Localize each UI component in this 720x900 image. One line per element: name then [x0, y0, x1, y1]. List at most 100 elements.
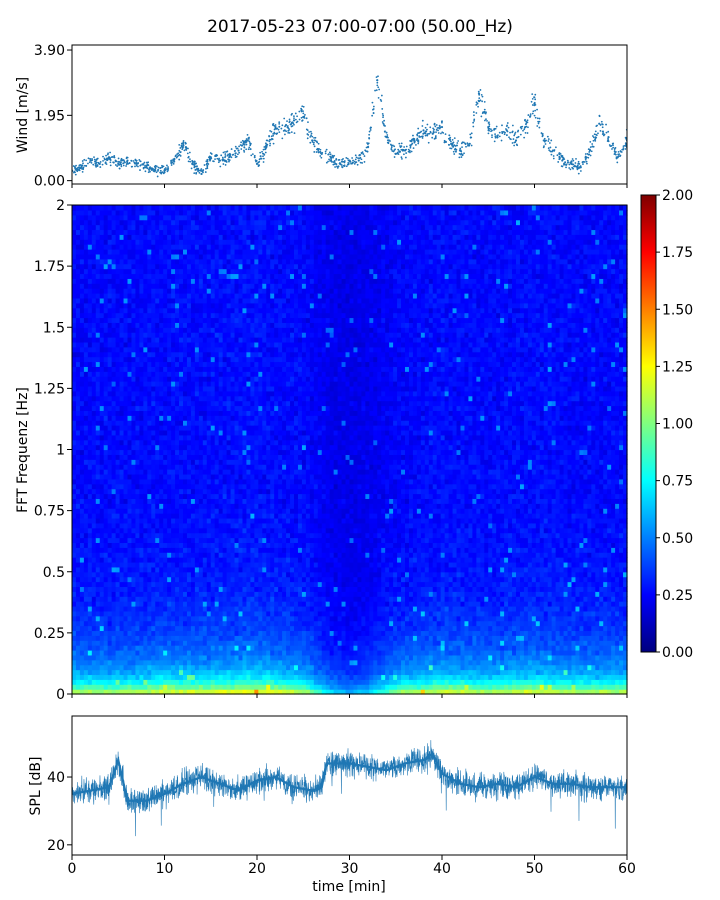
- spectrogram-cell: [95, 635, 101, 641]
- spectrogram-cell: [190, 249, 196, 255]
- spectrogram-cell: [171, 390, 176, 397]
- spectrogram-cell: [99, 327, 105, 333]
- spectrogram-cell: [190, 615, 196, 622]
- wind-sample-point: [231, 154, 234, 156]
- spectrogram-cell: [79, 576, 85, 583]
- spectrogram-cell: [115, 513, 121, 519]
- spectrogram-cell: [135, 645, 140, 651]
- spectrogram-cell: [139, 434, 144, 441]
- wind-sample-point: [363, 155, 366, 157]
- spectrogram-cell: [107, 366, 113, 372]
- spectrogram-cell: [103, 478, 109, 485]
- spectrogram-cell: [159, 229, 164, 235]
- spectrogram-cell: [87, 429, 93, 436]
- spectrogram-cell: [198, 571, 204, 578]
- spectrogram-cell: [147, 635, 152, 641]
- spectrogram-cell: [202, 268, 208, 275]
- spectrogram-cell: [72, 278, 77, 284]
- spectrogram-cell: [175, 307, 180, 314]
- spectrogram-cell: [194, 400, 200, 407]
- wind-sample-point: [240, 148, 243, 150]
- wind-sample-point: [134, 165, 136, 168]
- wind-sample-point: [584, 153, 587, 155]
- spectrogram-cell: [115, 586, 121, 592]
- spectrogram-cell: [103, 434, 109, 441]
- spectrogram-cell: [171, 297, 176, 304]
- wind-sample-point: [130, 160, 133, 162]
- spectrogram-cell: [198, 224, 204, 231]
- spectrogram-cell: [127, 586, 133, 592]
- spectrogram-cell: [206, 566, 212, 573]
- spectrogram-cell: [87, 307, 93, 314]
- spectrogram-cell: [155, 522, 160, 529]
- wind-sample-point: [481, 95, 484, 98]
- spectrogram-cell: [79, 664, 85, 671]
- spectrogram-cell: [155, 493, 160, 499]
- spectrogram-cell: [111, 601, 117, 607]
- spectrogram-cell: [183, 547, 188, 553]
- spectrogram-cell: [171, 258, 176, 265]
- spectrogram-cell: [186, 532, 192, 539]
- spectrogram-cell: [115, 571, 121, 578]
- spectrogram-cell: [198, 400, 204, 407]
- spectrogram-cell: [206, 351, 212, 358]
- spectrogram-cell: [91, 449, 97, 455]
- spectrogram-cell: [143, 356, 148, 363]
- spectrogram-cell: [210, 615, 216, 622]
- spectrogram-cell: [167, 234, 172, 240]
- spectrogram-cell: [127, 532, 133, 539]
- spectrogram-cell: [111, 209, 117, 216]
- spectrogram-cell: [190, 390, 196, 397]
- wind-sample-point: [278, 121, 281, 124]
- spectrogram-cell: [83, 498, 89, 504]
- wind-sample-point: [73, 170, 76, 173]
- spectrogram-cell: [206, 439, 212, 446]
- spectrogram-cell: [72, 420, 77, 426]
- spectrogram-cell: [115, 337, 121, 343]
- spectrogram-cell: [198, 630, 204, 636]
- spectrogram-cell: [163, 537, 168, 544]
- wind-sample-point: [206, 158, 209, 161]
- wind-point: [357, 159, 360, 162]
- spectrogram-cell: [99, 645, 105, 651]
- wind-sample-point: [601, 126, 604, 129]
- wind-y-tick-label: 0.00: [34, 174, 65, 190]
- spectrogram-cell: [91, 571, 97, 578]
- spectrogram-cell: [202, 571, 208, 578]
- spectrogram-cell: [99, 684, 105, 690]
- wind-sample-point: [512, 138, 515, 140]
- wind-sample-point: [451, 142, 454, 145]
- spectrogram-cell: [83, 542, 89, 548]
- wind-sample-point: [282, 129, 285, 132]
- spectrogram-cell: [119, 283, 125, 289]
- spectrogram-cell: [139, 625, 144, 632]
- spectrogram-cell: [206, 571, 212, 578]
- spectrogram-cell: [179, 493, 184, 499]
- spectrogram-cell: [135, 376, 140, 382]
- spectrogram-cell: [147, 297, 152, 304]
- spectrogram-cell: [135, 605, 140, 612]
- spectrogram-cell: [147, 332, 152, 338]
- spectrogram-cell: [123, 517, 129, 524]
- spectrogram-cell: [143, 219, 148, 226]
- spectrogram-cell: [115, 376, 121, 382]
- spectrogram-cell: [131, 302, 137, 309]
- spectrogram-cell: [151, 205, 156, 211]
- spectrogram-cell: [127, 288, 133, 294]
- spectrogram-cell: [155, 527, 160, 534]
- spectrogram-cell: [107, 429, 113, 436]
- spectrogram-cell: [91, 547, 97, 553]
- spectrogram-cell: [190, 635, 196, 641]
- spectrogram-cell: [147, 508, 152, 514]
- spectrogram-cell: [175, 288, 180, 294]
- spectrogram-cell: [186, 346, 192, 353]
- spectrogram-cell: [159, 659, 164, 666]
- spectrogram-cell: [99, 371, 105, 377]
- wind-sample-point: [212, 160, 214, 163]
- spectrogram-cell: [175, 229, 180, 235]
- spectrogram-cell: [115, 253, 121, 260]
- spectrogram-cell: [79, 517, 85, 524]
- spectrogram-cell: [135, 209, 140, 216]
- spectrogram-cell: [190, 376, 196, 382]
- spectrogram-cell: [194, 322, 200, 328]
